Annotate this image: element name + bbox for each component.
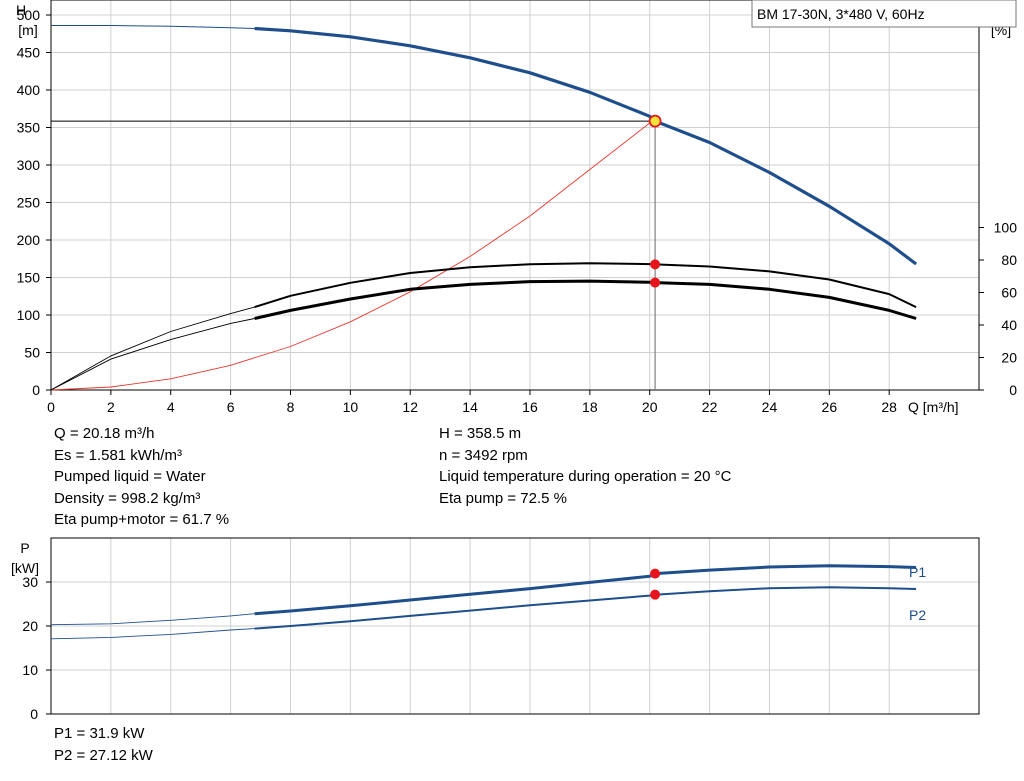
y-tick-label-0: 0 <box>32 382 40 398</box>
p2-point-marker <box>650 589 661 600</box>
power-axis-label-p: P <box>20 540 29 556</box>
power-y-tick-label-0: 0 <box>30 706 38 722</box>
eta-pump-motor-curve-thick <box>254 279 917 320</box>
p1-point-marker <box>650 568 661 579</box>
legend-label-p2: P2 <box>909 607 926 623</box>
power-chart-series <box>50 564 917 640</box>
info-head: H = 358.5 m <box>439 425 522 442</box>
x-tick-label-20: 20 <box>642 399 658 415</box>
y2-tick-label-20: 20 <box>1001 350 1017 366</box>
y-tick-label-200: 200 <box>17 232 41 248</box>
operating-info-right: H = 358.5 m n = 3492 rpm Liquid temperat… <box>439 423 731 509</box>
y-tick-label-250: 250 <box>17 195 41 211</box>
y2-tick-label-0: 0 <box>1009 382 1017 398</box>
p2-curve-thin <box>50 628 255 640</box>
power-chart-markers <box>650 568 661 600</box>
y-axis-label-h: H <box>16 2 26 18</box>
info-p2: P2 = 27.12 kW <box>54 746 153 764</box>
info-p1: P1 = 31.9 kW <box>54 725 145 742</box>
duty-point-marker <box>648 114 662 128</box>
eta-pump-point-marker <box>650 259 661 270</box>
info-eta-pump-motor: Eta pump+motor = 61.7 % <box>54 511 230 528</box>
y2-tick-label-40: 40 <box>1001 317 1017 333</box>
eta-pump-curve-thick <box>254 262 917 309</box>
x-tick-label-12: 12 <box>402 399 418 415</box>
operating-info-left: Q = 20.18 m³/h Es = 1.581 kWh/m³ Pumped … <box>54 423 229 531</box>
head-efficiency-chart: 0 2 4 6 8 10 12 14 16 18 20 22 24 26 28050100150200250… <box>16 0 1017 415</box>
info-eta-pump: Eta pump = 72.5 % <box>439 489 567 507</box>
x-tick-label-18: 18 <box>582 399 598 415</box>
power-y-tick-label-30: 30 <box>22 574 38 590</box>
x-tick-label-14: 14 <box>462 399 478 415</box>
power-chart-ticks: 0 10 20 30 <box>22 574 51 722</box>
p1-curve-thick <box>254 564 917 616</box>
info-flow: Q = 20.18 m³/h <box>54 425 155 442</box>
y-tick-label-50: 50 <box>24 345 40 361</box>
y-tick-label-500: 500 <box>17 7 41 23</box>
head-curve-thin <box>51 25 255 29</box>
power-y-tick-label-20: 20 <box>22 618 38 634</box>
x-tick-label-24: 24 <box>762 399 778 415</box>
y-axis-unit-m: [m] <box>18 22 37 38</box>
x-axis-label-q: Q [m³/h] <box>908 399 959 415</box>
head-chart-markers <box>51 114 662 390</box>
info-density: Density = 998.2 kg/m³ <box>54 489 201 507</box>
legend-label-p1: P1 <box>909 564 926 580</box>
power-info: P1 = 31.9 kW P2 = 27.12 kW <box>54 723 153 766</box>
x-tick-label-4: 4 <box>167 399 175 415</box>
power-chart: 0 10 20 30 P [kW] P1 P2 <box>11 537 980 722</box>
eta-pump-motor-curve-thin <box>50 318 255 391</box>
head-curve-thick <box>254 26 918 266</box>
system-curve-line <box>50 120 656 391</box>
info-pumped-liquid: Pumped liquid = Water <box>54 468 206 485</box>
head-chart-frame <box>50 0 980 391</box>
chart-title-border <box>751 0 1017 28</box>
x-tick-label-28: 28 <box>881 399 897 415</box>
head-chart-ticks: 0 2 4 6 8 10 12 14 16 18 20 22 24 26 28050100150200250… <box>17 7 1018 415</box>
y-tick-label-100: 100 <box>17 307 41 323</box>
y-tick-label-350: 350 <box>17 120 41 136</box>
x-tick-label-2: 2 <box>107 399 115 415</box>
p2-curve-thick <box>254 586 917 630</box>
y-tick-label-400: 400 <box>17 82 41 98</box>
head-chart-series <box>50 25 918 391</box>
y-tick-label-150: 150 <box>17 270 41 286</box>
info-specific-energy: Es = 1.581 kWh/m³ <box>54 446 182 464</box>
p1-curve-thin <box>50 613 255 626</box>
eta-pump-motor-point-marker <box>650 277 661 288</box>
chart-title: BM 17-30N, 3*480 V, 60Hz <box>757 6 925 22</box>
y2-tick-label-100: 100 <box>994 220 1018 236</box>
y2-tick-label-80: 80 <box>1001 252 1017 268</box>
info-liquid-temperature: Liquid temperature during operation = 20… <box>439 468 732 485</box>
eta-pump-curve-thin <box>50 306 255 391</box>
power-y-tick-label-10: 10 <box>22 662 38 678</box>
chart-title-box: BM 17-30N, 3*480 V, 60Hz <box>751 0 1017 28</box>
x-tick-label-22: 22 <box>702 399 718 415</box>
y-tick-label-300: 300 <box>17 157 41 173</box>
x-tick-label-6: 6 <box>227 399 235 415</box>
x-tick-label-8: 8 <box>287 399 295 415</box>
x-tick-label-26: 26 <box>822 399 838 415</box>
y2-tick-label-60: 60 <box>1001 285 1017 301</box>
power-axis-unit-kw: [kW] <box>11 560 39 576</box>
info-speed: n = 3492 rpm <box>439 446 528 464</box>
y-tick-label-450: 450 <box>17 45 41 61</box>
x-tick-label-0: 0 <box>47 399 55 415</box>
x-tick-label-10: 10 <box>343 399 359 415</box>
head-chart-grid <box>50 0 979 391</box>
x-tick-label-16: 16 <box>522 399 538 415</box>
